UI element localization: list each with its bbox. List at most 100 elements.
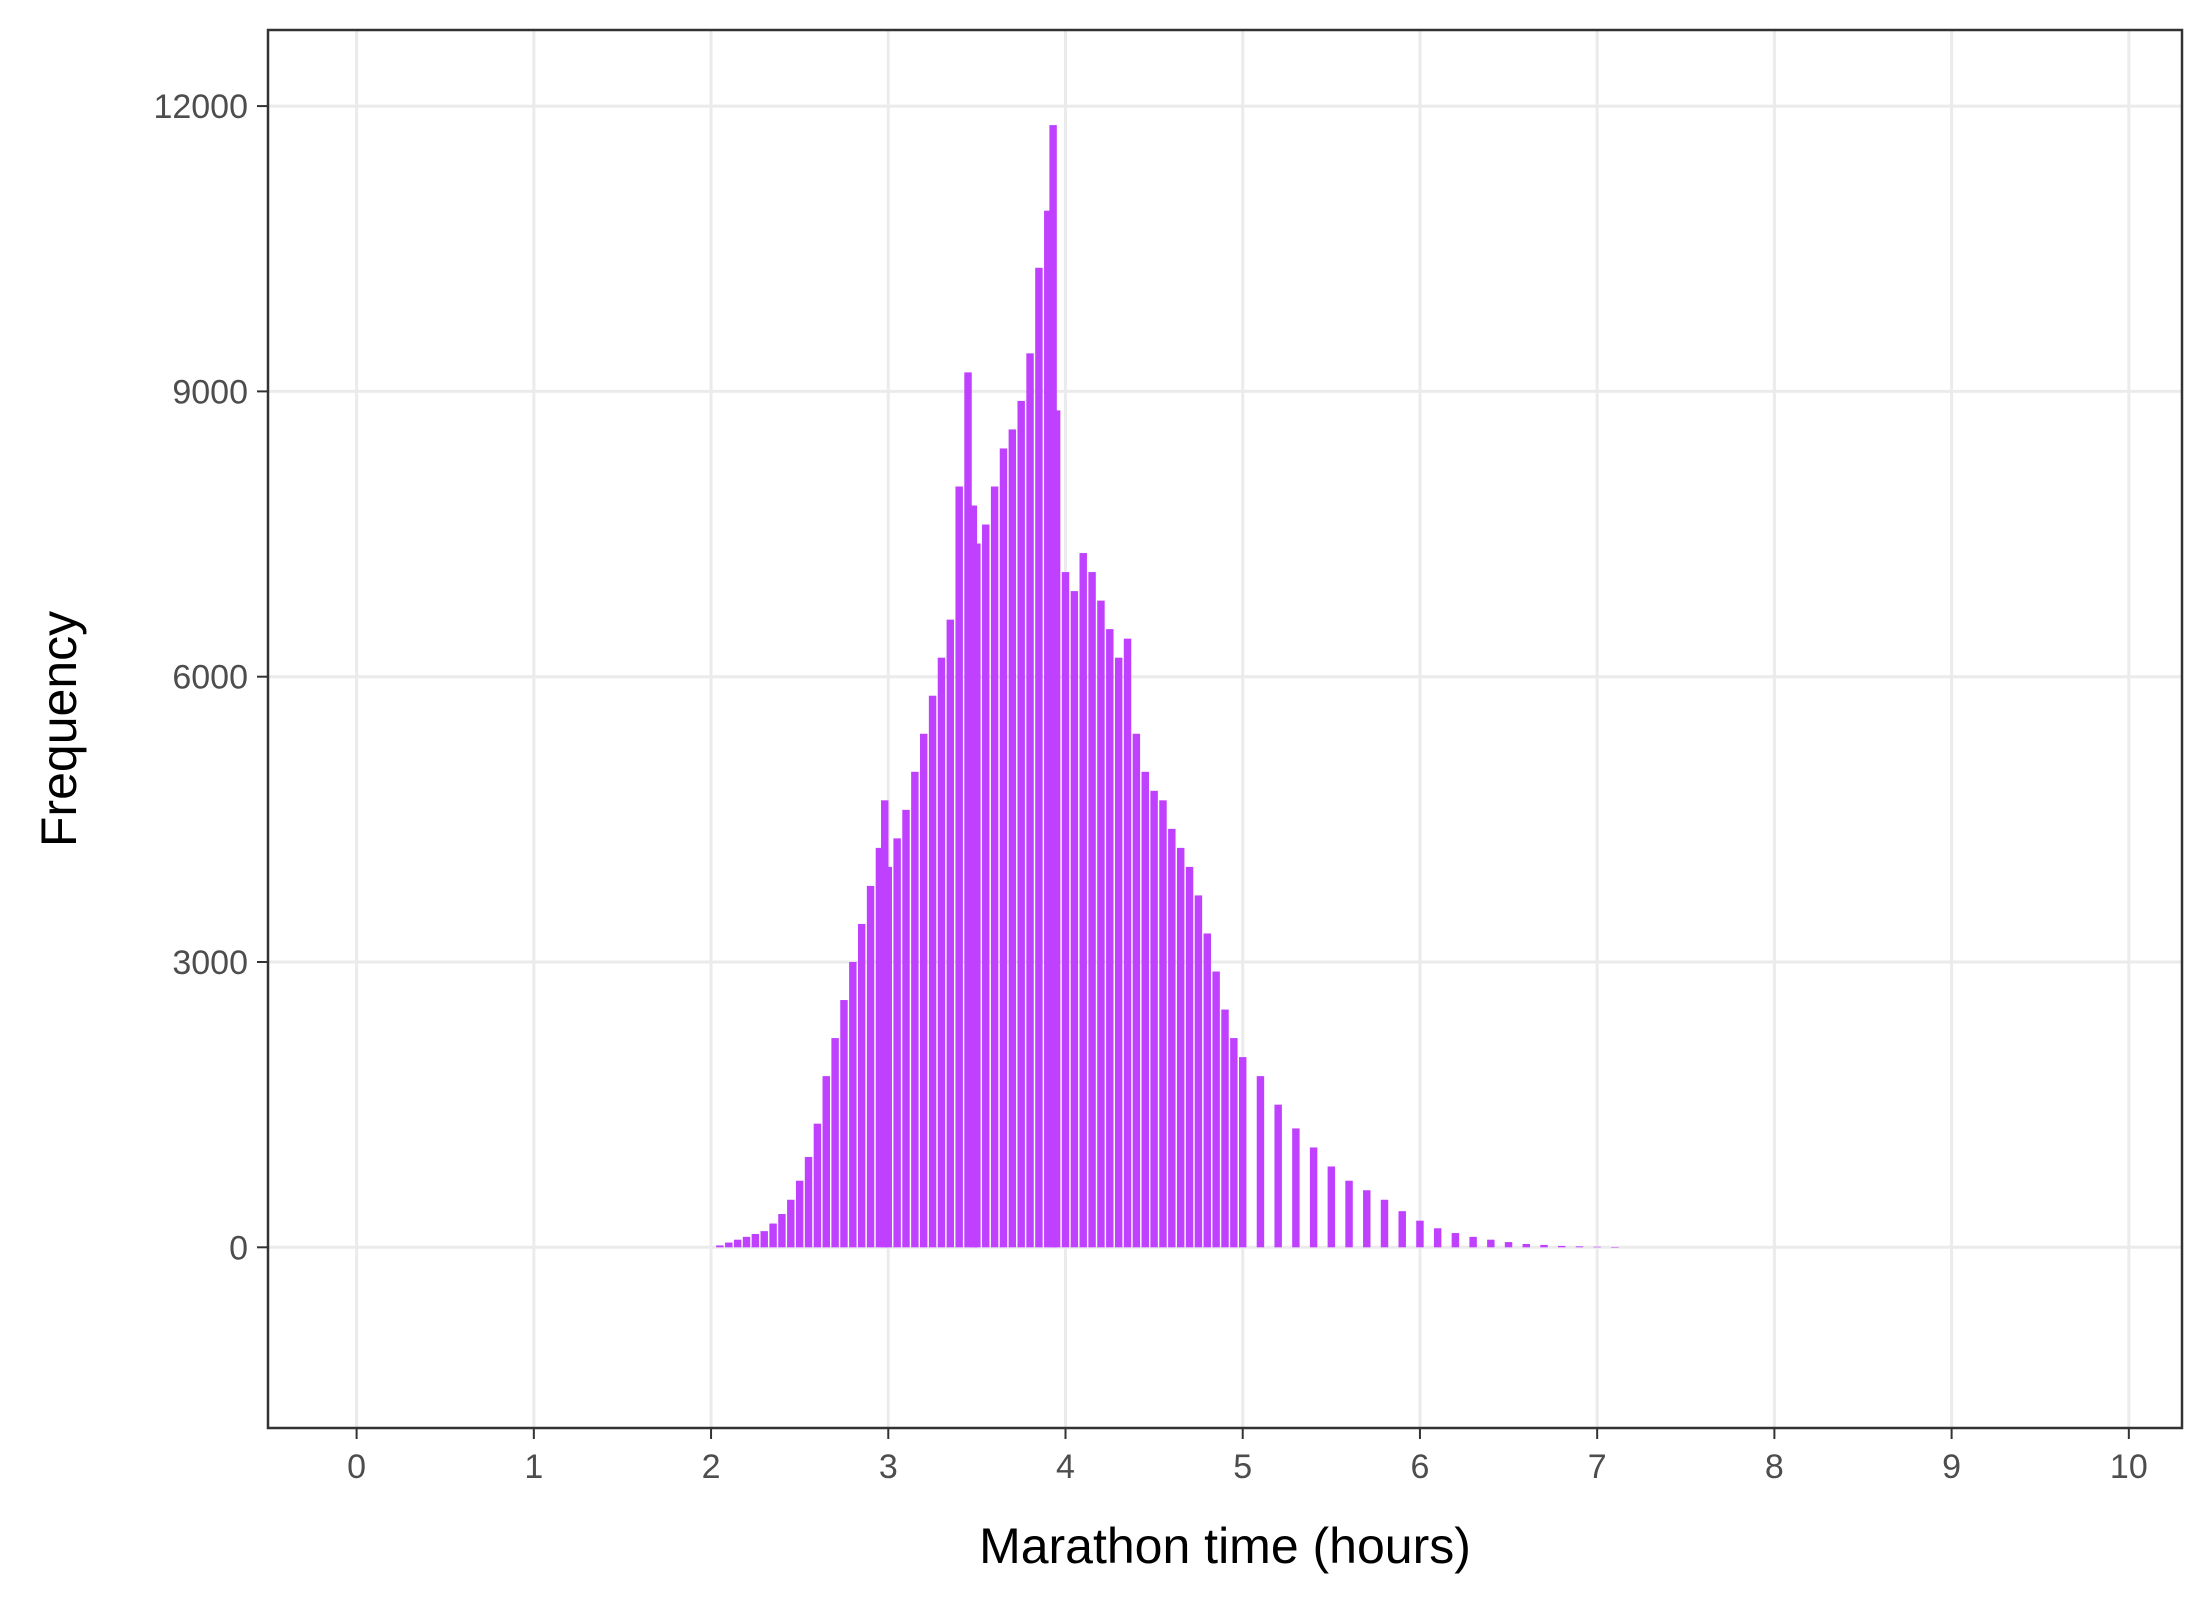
histogram-bar	[1052, 410, 1061, 1248]
histogram-bar	[1522, 1243, 1530, 1248]
histogram-bar	[1114, 657, 1123, 1248]
histogram-bar	[1239, 1057, 1247, 1248]
histogram-bar	[955, 486, 963, 1248]
bar-layer	[716, 125, 1619, 1248]
histogram-bar	[1061, 572, 1070, 1248]
histogram-bar	[1398, 1211, 1406, 1248]
histogram-bar	[831, 1038, 839, 1248]
y-tick-label: 12000	[153, 88, 248, 126]
histogram-bar	[804, 1156, 813, 1248]
x-tick-label: 2	[702, 1448, 721, 1486]
histogram-bar	[1159, 800, 1167, 1248]
histogram-bar	[1451, 1233, 1460, 1248]
histogram-bar	[1203, 933, 1211, 1248]
histogram-bar	[964, 372, 972, 1248]
histogram-bar	[937, 657, 946, 1248]
x-tick-label: 7	[1588, 1448, 1607, 1486]
y-tick-label: 6000	[172, 659, 248, 697]
histogram-bar	[1132, 733, 1141, 1248]
histogram-bar	[946, 619, 955, 1248]
histogram-bar	[1230, 1038, 1238, 1248]
histogram-bar	[1106, 629, 1114, 1248]
histogram-bar	[982, 524, 990, 1248]
histogram-bar	[1008, 429, 1017, 1248]
histogram-bar	[1194, 895, 1203, 1248]
histogram-bar	[1185, 866, 1194, 1248]
histogram-bar	[884, 866, 892, 1248]
histogram-bar	[1504, 1242, 1513, 1248]
histogram-bar	[911, 771, 919, 1248]
histogram-bar	[1575, 1246, 1584, 1248]
x-tick-label: 10	[2110, 1448, 2148, 1486]
histogram-bar	[1256, 1076, 1265, 1248]
y-tick-label: 9000	[172, 373, 248, 411]
histogram-bar	[902, 809, 910, 1248]
histogram-bar	[1274, 1104, 1282, 1248]
histogram-bar	[1487, 1239, 1495, 1248]
histogram-bar	[760, 1231, 768, 1248]
histogram-bar	[1611, 1247, 1619, 1248]
histogram-bar	[1469, 1236, 1477, 1248]
histogram-bar	[1327, 1166, 1336, 1248]
x-tick-label: 0	[347, 1448, 366, 1486]
histogram-bar	[1088, 572, 1096, 1248]
histogram-bar	[1212, 971, 1220, 1248]
histogram-bar	[787, 1199, 795, 1248]
histogram-bar	[751, 1233, 760, 1248]
histogram-bar	[1292, 1128, 1300, 1248]
histogram-bar	[742, 1236, 751, 1248]
histogram-bar	[725, 1242, 733, 1248]
histogram-bar	[1150, 790, 1158, 1248]
histogram-bar	[1593, 1246, 1601, 1248]
x-tick-label: 6	[1410, 1448, 1429, 1486]
x-tick-label: 9	[1942, 1448, 1961, 1486]
histogram-bar	[1416, 1220, 1424, 1248]
histogram-bar	[1079, 553, 1087, 1248]
histogram-bar	[1433, 1228, 1442, 1248]
histogram-bar	[1141, 771, 1149, 1248]
x-tick-label: 8	[1765, 1448, 1784, 1486]
histogram-bar	[840, 1000, 848, 1248]
tick-layer: 0 1 2 3 4 5 6 7 8 9 10 0 3000 6000 9000 12000	[153, 88, 2147, 1486]
x-tick-label: 1	[524, 1448, 543, 1486]
histogram-bar	[1380, 1199, 1389, 1248]
histogram-bar	[999, 448, 1008, 1248]
histogram-bar	[813, 1123, 822, 1248]
histogram-bar	[716, 1245, 724, 1248]
histogram-bar	[1540, 1244, 1548, 1248]
histogram-bar	[795, 1180, 804, 1248]
histogram-bar	[1097, 600, 1105, 1248]
histogram-bar	[857, 923, 866, 1248]
histogram-bar	[733, 1239, 742, 1248]
x-tick-label: 5	[1233, 1448, 1252, 1486]
histogram-bar	[1070, 591, 1079, 1248]
histogram-bar	[990, 486, 999, 1248]
histogram-bar	[769, 1223, 777, 1248]
histogram-bar	[973, 543, 981, 1248]
histogram-bar	[778, 1214, 786, 1248]
histogram-bar	[893, 838, 901, 1248]
histogram-bar	[866, 885, 875, 1248]
histogram-bar	[822, 1076, 830, 1248]
histogram-bar	[1026, 353, 1034, 1248]
histogram-bar	[1345, 1180, 1353, 1248]
y-tick-label: 3000	[172, 944, 248, 982]
histogram-bar	[1221, 1009, 1229, 1248]
panel-border	[266, 28, 2184, 1430]
histogram-bar	[1035, 267, 1043, 1248]
histogram-bar	[1309, 1147, 1318, 1248]
histogram-bar	[928, 695, 937, 1248]
y-tick-label: 0	[229, 1229, 248, 1267]
histogram-bar	[1176, 847, 1185, 1248]
histogram-bar	[1044, 210, 1052, 1248]
x-axis-title: Marathon time (hours)	[979, 1518, 1471, 1574]
x-tick-label: 4	[1056, 1448, 1075, 1486]
histogram-bar	[1123, 638, 1132, 1248]
histogram-bar	[1017, 400, 1025, 1248]
histogram-bar	[875, 847, 884, 1248]
histogram-bar	[1363, 1190, 1371, 1248]
x-tick-label: 3	[879, 1448, 898, 1486]
histogram-bar	[849, 962, 857, 1248]
